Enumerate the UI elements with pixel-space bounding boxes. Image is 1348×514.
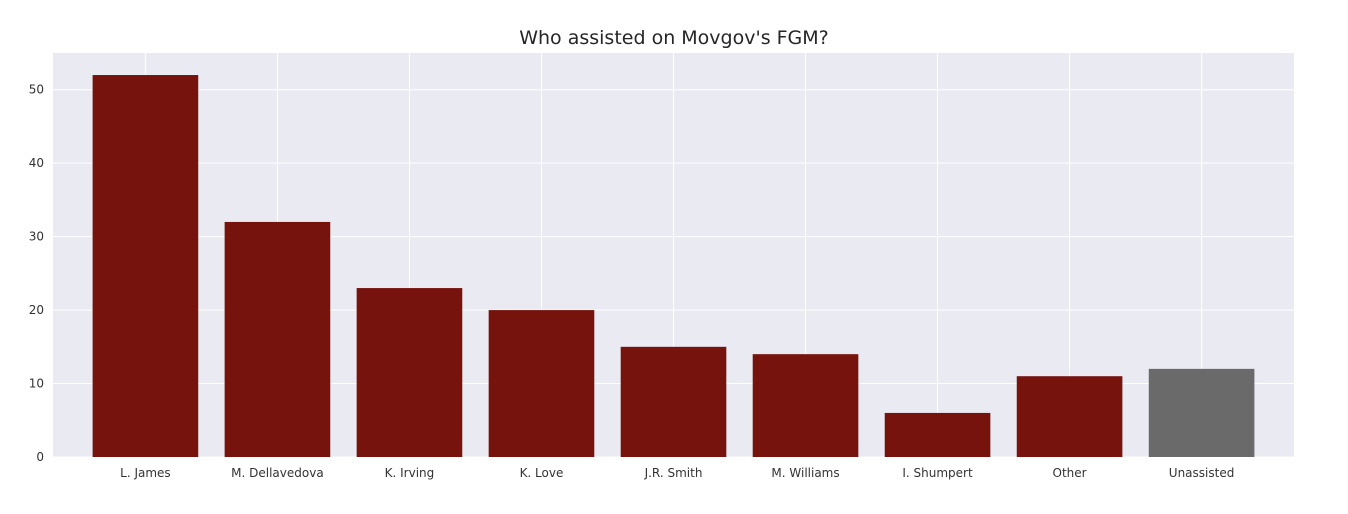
y-tick-label: 40	[29, 156, 44, 170]
bar	[752, 354, 859, 457]
chart-title: Who assisted on Movgov's FGM?	[519, 27, 829, 49]
x-tick-label: M. Williams	[771, 466, 839, 480]
bar	[356, 288, 463, 457]
x-tick-label: I. Shumpert	[902, 466, 973, 480]
y-tick-label: 50	[29, 83, 44, 97]
bar	[620, 346, 727, 457]
y-axis-ticks: 0 10 20 30 40 50	[29, 83, 44, 464]
x-tick-label: K. Love	[520, 466, 564, 480]
x-tick-label: K. Irving	[385, 466, 435, 480]
bar	[92, 75, 199, 457]
x-axis-ticks: L. James M. Dellavedova K. Irving K. Love J.…	[120, 466, 1234, 480]
bar	[1148, 368, 1255, 457]
y-tick-label: 10	[29, 377, 44, 391]
y-tick-label: 0	[36, 450, 44, 464]
x-tick-label: J.R. Smith	[644, 466, 703, 480]
bar	[224, 221, 331, 457]
bars	[92, 75, 1255, 457]
x-tick-label: Unassisted	[1169, 466, 1235, 480]
bar	[884, 412, 991, 457]
y-tick-label: 20	[29, 303, 44, 317]
bar	[488, 310, 595, 457]
x-tick-label: M. Dellavedova	[231, 466, 324, 480]
x-tick-label: L. James	[120, 466, 171, 480]
bar	[1016, 376, 1123, 457]
y-tick-label: 30	[29, 230, 44, 244]
x-tick-label: Other	[1053, 466, 1087, 480]
